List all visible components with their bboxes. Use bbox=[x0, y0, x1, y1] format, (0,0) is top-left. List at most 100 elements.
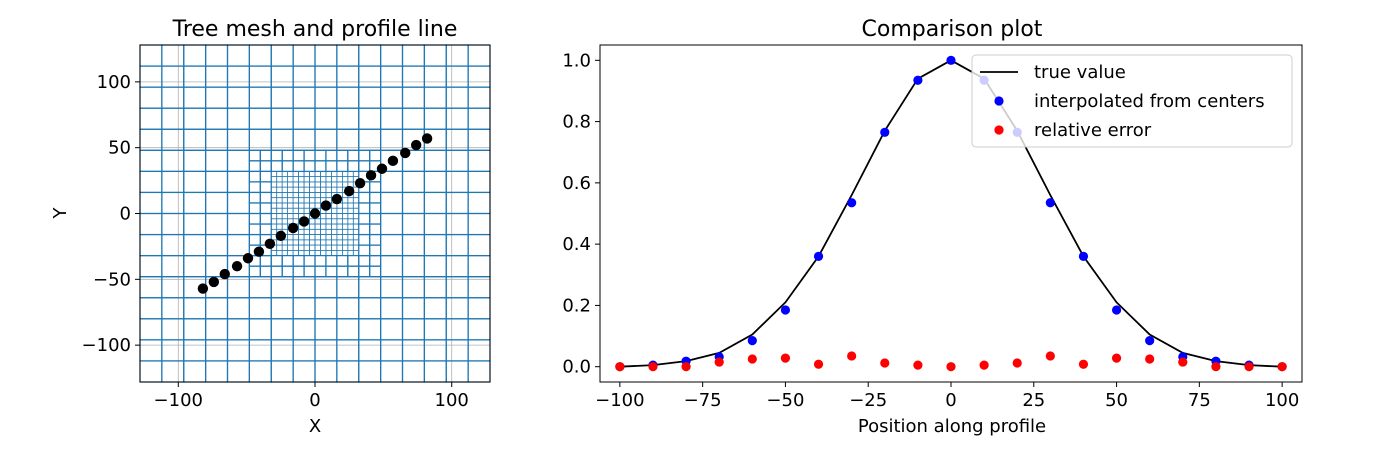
profile-point bbox=[387, 155, 399, 167]
mesh-cell bbox=[281, 265, 294, 278]
mesh-cell bbox=[423, 297, 447, 320]
mesh-cell bbox=[259, 170, 272, 183]
mesh-cell bbox=[292, 65, 316, 88]
mesh-cell bbox=[161, 107, 185, 130]
mesh-cell bbox=[352, 207, 360, 214]
mesh-cell bbox=[139, 276, 163, 299]
comparison-x-tick-label: 50 bbox=[1105, 390, 1128, 411]
mesh-cell bbox=[259, 255, 272, 267]
mesh-cell bbox=[352, 244, 360, 251]
mesh-cell bbox=[336, 297, 360, 320]
mesh-cell bbox=[281, 160, 294, 172]
mesh-cell bbox=[292, 176, 299, 183]
mesh-cell bbox=[320, 186, 327, 193]
mesh-cell bbox=[303, 149, 316, 162]
mesh-cell bbox=[281, 207, 289, 214]
point-relative-error bbox=[946, 362, 956, 372]
mesh-y-axis-label: Y bbox=[50, 207, 71, 220]
legend-label-true-value: true value bbox=[1034, 62, 1126, 83]
mesh-cell bbox=[336, 244, 343, 251]
mesh-cell bbox=[281, 192, 289, 199]
mesh-cell bbox=[358, 297, 382, 320]
profile-point bbox=[275, 230, 287, 242]
mesh-cell bbox=[347, 176, 354, 183]
mesh-cell bbox=[161, 86, 185, 109]
mesh-y-tick-label: −100 bbox=[82, 335, 131, 356]
mesh-cell bbox=[161, 191, 185, 215]
mesh-cell bbox=[205, 149, 229, 172]
mesh-cell bbox=[292, 318, 316, 341]
mesh-cell bbox=[248, 212, 261, 225]
mesh-cell bbox=[281, 239, 289, 246]
mesh-cell bbox=[314, 228, 321, 235]
point-relative-error bbox=[847, 351, 857, 361]
mesh-cell bbox=[270, 128, 294, 151]
mesh-cell bbox=[314, 192, 321, 199]
mesh-cell bbox=[303, 192, 310, 199]
point-interpolated-from-centers bbox=[1045, 198, 1055, 208]
profile-point bbox=[376, 163, 388, 174]
mesh-cell bbox=[320, 250, 327, 256]
mesh-cell bbox=[336, 181, 343, 188]
mesh-cell bbox=[248, 107, 272, 130]
mesh-cell bbox=[248, 65, 272, 88]
mesh-cell bbox=[248, 160, 261, 172]
mesh-cell bbox=[161, 276, 185, 299]
mesh-cell bbox=[205, 191, 229, 215]
point-interpolated-from-centers bbox=[1111, 305, 1122, 315]
mesh-cell bbox=[467, 255, 491, 278]
mesh-y-tick-label: 0 bbox=[120, 204, 131, 225]
mesh-cell bbox=[226, 276, 250, 299]
mesh-cell bbox=[309, 234, 316, 241]
mesh-cell bbox=[336, 171, 343, 177]
mesh-cell bbox=[380, 65, 404, 88]
mesh-cell bbox=[226, 318, 250, 341]
mesh-cell bbox=[347, 239, 354, 246]
mesh-cell bbox=[467, 149, 491, 172]
point-relative-error bbox=[648, 362, 658, 372]
mesh-cell bbox=[205, 233, 229, 257]
mesh-cell bbox=[341, 218, 349, 225]
comparison-y-tick-label: 1.0 bbox=[562, 50, 591, 71]
mesh-cell bbox=[331, 176, 338, 183]
mesh-cell bbox=[467, 128, 491, 151]
mesh-cell bbox=[423, 65, 447, 88]
mesh-cell bbox=[183, 360, 207, 383]
mesh-cell bbox=[380, 170, 404, 194]
mesh-cell bbox=[336, 186, 343, 193]
mesh-cell bbox=[314, 186, 321, 193]
mesh-cell bbox=[248, 202, 261, 215]
mesh-cell bbox=[331, 186, 338, 193]
mesh-cell bbox=[281, 197, 289, 204]
mesh-panel: Tree mesh and profile line −100 0 100 −100… bbox=[50, 17, 491, 437]
point-interpolated-from-centers bbox=[847, 198, 857, 208]
mesh-cell bbox=[314, 171, 321, 177]
mesh-cell bbox=[369, 255, 382, 267]
mesh-cell bbox=[183, 318, 207, 341]
point-relative-error bbox=[1244, 362, 1254, 372]
mesh-cell bbox=[423, 212, 447, 236]
mesh-cell bbox=[303, 228, 310, 235]
point-interpolated-from-centers bbox=[813, 251, 824, 261]
mesh-cell bbox=[445, 44, 469, 67]
mesh-cell bbox=[298, 202, 305, 209]
mesh-cell bbox=[401, 360, 425, 383]
mesh-cell bbox=[358, 65, 382, 88]
mesh-cell bbox=[270, 160, 283, 172]
mesh-cell bbox=[352, 239, 360, 246]
mesh-cell bbox=[292, 244, 299, 251]
mesh-cell bbox=[226, 107, 250, 130]
mesh-cell bbox=[183, 170, 207, 194]
mesh-cell bbox=[270, 207, 278, 214]
mesh-cell bbox=[401, 233, 425, 257]
mesh-cell bbox=[325, 176, 332, 183]
legend-label-relative-error: relative error bbox=[1034, 120, 1152, 141]
mesh-cell bbox=[276, 250, 283, 256]
mesh-cell bbox=[336, 160, 349, 172]
mesh-cell bbox=[380, 44, 404, 67]
mesh-cell bbox=[303, 186, 310, 193]
mesh-cell bbox=[331, 181, 338, 188]
profile-point bbox=[242, 253, 254, 264]
mesh-cell bbox=[467, 339, 491, 362]
mesh-cell bbox=[270, 360, 294, 383]
